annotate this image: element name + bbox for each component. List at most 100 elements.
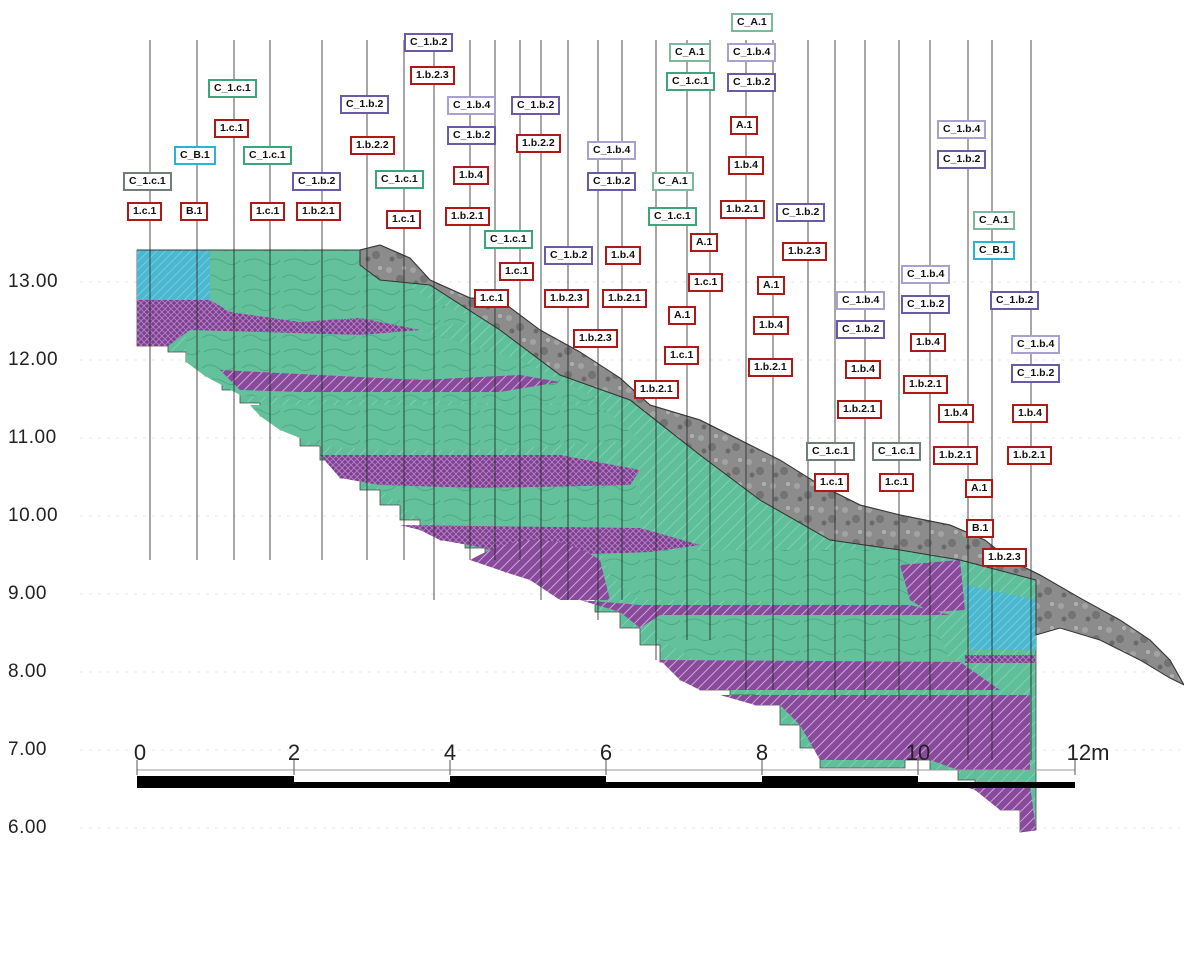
unit-label: 1.b.2.1 [933, 446, 978, 465]
unit-label: C_1.b.4 [836, 291, 886, 310]
unit-label: C_1.b.2 [511, 96, 561, 115]
unit-label: C_1.c.1 [243, 146, 292, 165]
band-1c1-right-2 [650, 615, 950, 665]
unit-label: C_1.b.4 [587, 141, 637, 160]
unit-label: C_1.b.4 [1011, 335, 1061, 354]
unit-label: 1.b.4 [910, 333, 946, 352]
unit-label: 1.b.2.3 [573, 329, 618, 348]
unit-label: 1.b.4 [845, 360, 881, 379]
unit-label: C_1.c.1 [806, 442, 855, 461]
unit-label: C_A.1 [731, 13, 773, 32]
unit-label: 1.c.1 [214, 119, 250, 138]
unit-label: 1.b.4 [728, 156, 764, 175]
unit-label: 1.b.2.3 [982, 548, 1027, 567]
elevation-label: 7.00 [8, 739, 47, 760]
unit-label: C_1.b.2 [937, 150, 987, 169]
unit-label: C_1.c.1 [375, 170, 424, 189]
unit-label: 1.c.1 [499, 262, 535, 281]
scale-label: 12m [1066, 740, 1110, 765]
unit-label: B.1 [966, 519, 995, 538]
unit-label: A.1 [757, 276, 786, 295]
unit-label: C_1.b.2 [727, 73, 777, 92]
scale-label: 10 [905, 740, 931, 765]
unit-label: 1.c.1 [474, 289, 510, 308]
unit-label: 1.b.2.1 [634, 380, 679, 399]
elevation-label: 10.00 [8, 505, 59, 526]
band-1b2-mid [220, 370, 560, 392]
unit-label: C_1.b.2 [340, 95, 390, 114]
unit-label: 1.c.1 [127, 202, 163, 221]
elevation-label: 8.00 [8, 661, 47, 682]
scale-label: 4 [443, 740, 457, 765]
unit-label: 1.b.4 [1012, 404, 1048, 423]
unit-label: 1.b.2.1 [837, 400, 882, 419]
unit-label: 1.b.2.1 [602, 289, 647, 308]
unit-label: C_B.1 [973, 241, 1015, 260]
elevation-label: 6.00 [8, 817, 47, 838]
unit-label: C_1.c.1 [208, 79, 257, 98]
band-arch [470, 540, 610, 600]
unit-label: 1.b.2.1 [445, 207, 490, 226]
unit-label: C_1.b.2 [1011, 364, 1061, 383]
section-outline [137, 244, 1184, 686]
unit-label: 1.b.2.1 [720, 200, 765, 219]
unit-label: C_1.b.4 [447, 96, 497, 115]
band-1b2-4 [660, 660, 1000, 690]
unit-label: C_1.c.1 [648, 207, 697, 226]
elevation-label: 13.00 [8, 271, 59, 292]
unit-label: 1.b.2.1 [296, 202, 341, 221]
unit-label: 1.b.2.2 [516, 134, 561, 153]
unit-label: 1.b.2.3 [782, 242, 827, 261]
unit-label: B.1 [180, 202, 209, 221]
unit-label: A.1 [965, 479, 994, 498]
unit-label: A.1 [668, 306, 697, 325]
unit-label: 1.c.1 [688, 273, 724, 292]
band-1c1-right [600, 550, 915, 605]
unit-label: 1.b.2.2 [350, 136, 395, 155]
unit-label: C_1.b.2 [776, 203, 826, 222]
unit-label: 1.b.4 [753, 316, 789, 335]
unit-label: C_B.1 [174, 146, 216, 165]
unit-label: 1.c.1 [879, 473, 915, 492]
unit-label: C_1.b.4 [901, 265, 951, 284]
band-B1-left [137, 250, 210, 300]
band-1b2-top [137, 300, 420, 346]
unit-label: 1.c.1 [386, 210, 422, 229]
unit-label: 1.b.4 [605, 246, 641, 265]
unit-label: 1.c.1 [814, 473, 850, 492]
unit-label: 1.b.2.1 [1007, 446, 1052, 465]
scale-label: 8 [755, 740, 769, 765]
unit-label: C_A.1 [973, 211, 1015, 230]
unit-label: C_1.c.1 [872, 442, 921, 461]
unit-label: C_1.b.2 [292, 172, 342, 191]
unit-label: C_1.c.1 [123, 172, 172, 191]
unit-label: C_A.1 [652, 172, 694, 191]
unit-label: C_1.b.2 [990, 291, 1040, 310]
unit-label: A.1 [690, 233, 719, 252]
unit-label: C_1.b.2 [836, 320, 886, 339]
band-B1-base [965, 655, 1035, 663]
unit-label: 1.b.2.1 [748, 358, 793, 377]
unit-label: C_1.b.4 [727, 43, 777, 62]
unit-label: 1.b.2.3 [410, 66, 455, 85]
unit-label: C_1.c.1 [666, 72, 715, 91]
unit-label: A.1 [730, 116, 759, 135]
unit-label: 1.b.2.3 [544, 289, 589, 308]
scale-bar [136, 760, 1076, 788]
elevation-label: 9.00 [8, 583, 47, 604]
band-1c1-lower [370, 480, 640, 530]
elevation-label: 11.00 [8, 427, 57, 448]
band-1b2-6 [960, 785, 1036, 832]
band-1b2-3 [580, 600, 950, 628]
band-1b2-1 [320, 455, 640, 488]
band-1b2-5 [720, 695, 1030, 770]
unit-label: 1.b.4 [453, 166, 489, 185]
unit-label: C_1.c.1 [484, 230, 533, 249]
elevation-label: 12.00 [8, 349, 59, 370]
unit-label: 1.c.1 [664, 346, 700, 365]
band-1c1-low [250, 405, 640, 450]
scale-label: 6 [599, 740, 613, 765]
band-1c1-upper [210, 250, 480, 330]
